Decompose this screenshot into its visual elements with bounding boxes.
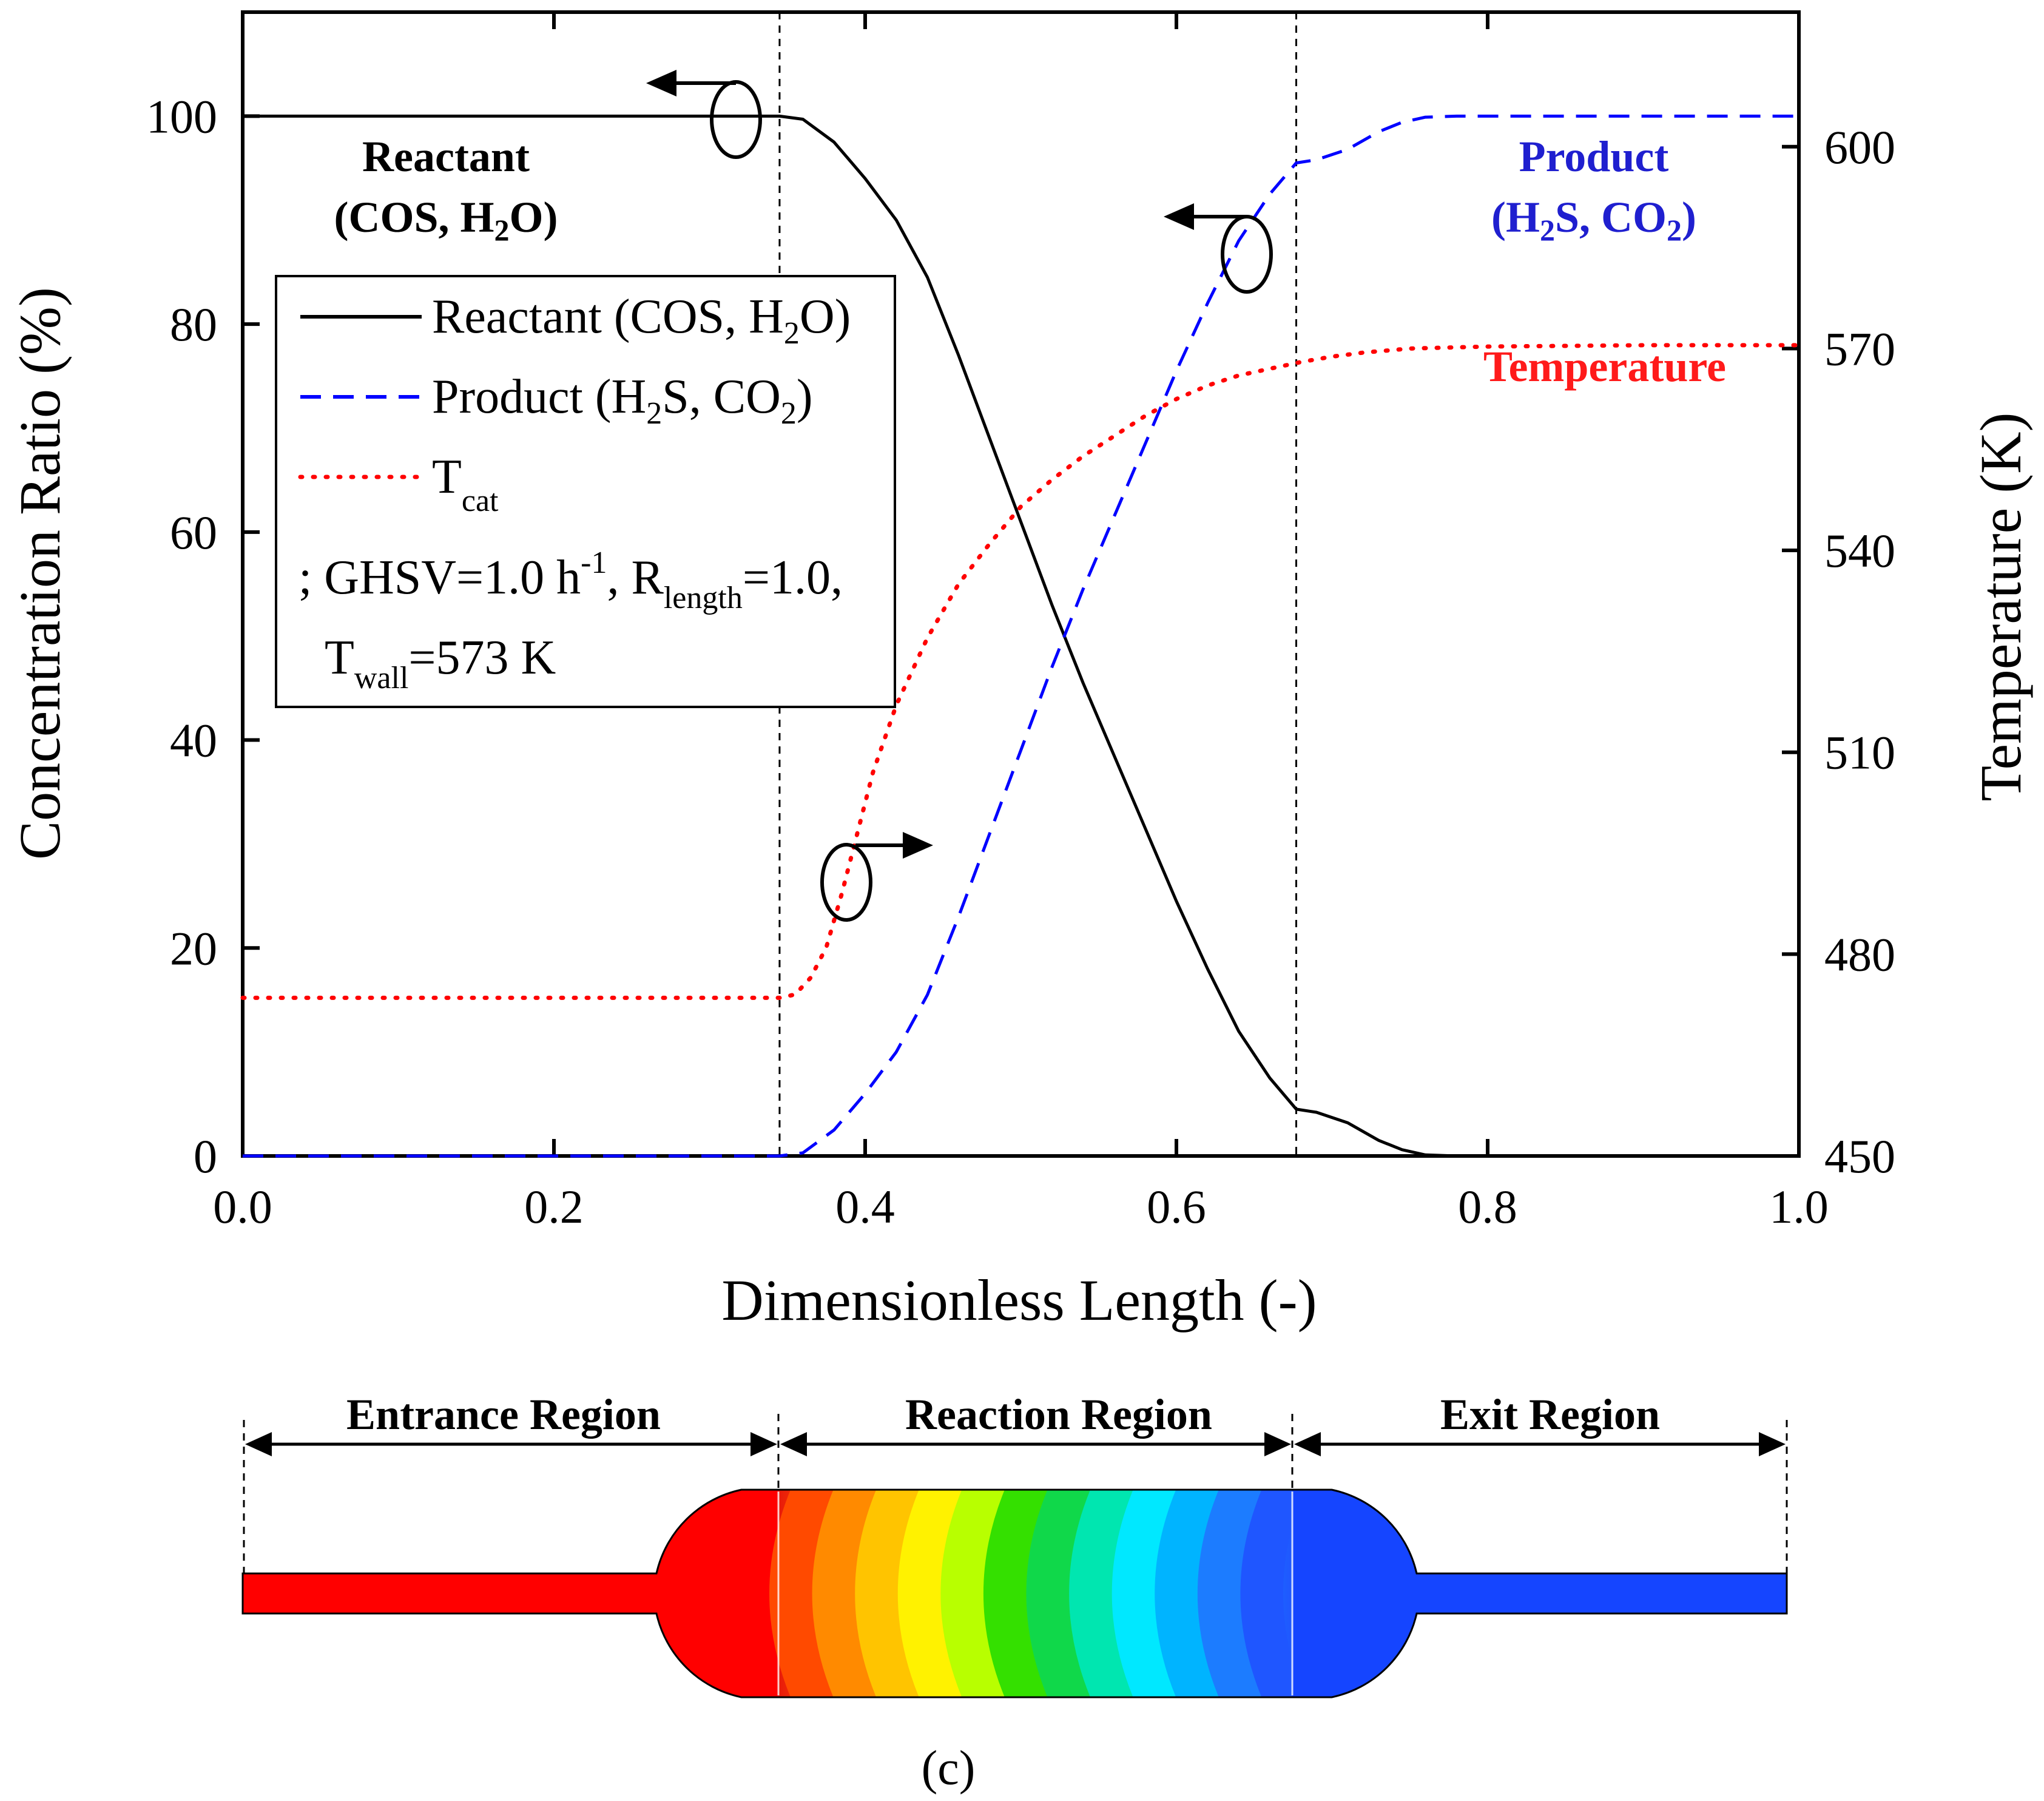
reactant-annotation-species: (COS, H2O)	[334, 193, 558, 247]
x-tick-label: 0.8	[1458, 1180, 1517, 1233]
y2-tick-label: 570	[1824, 322, 1895, 375]
arrowhead-right-icon	[750, 1432, 777, 1456]
y2-tick-label: 450	[1824, 1130, 1895, 1183]
x-tick-label: 0.2	[524, 1180, 584, 1233]
y-axis-label: Concentration Ratio (%)	[7, 287, 72, 860]
y-tick-label: 0	[194, 1130, 217, 1183]
plot-frame	[241, 10, 1801, 1158]
contour-band	[1155, 1490, 1219, 1697]
contour-band	[1197, 1490, 1262, 1697]
arrowhead-left-icon	[780, 1432, 807, 1456]
temperature-annotation: Temperature	[1483, 342, 1726, 391]
series-line-dashed	[243, 114, 1799, 1158]
product-annotation-species: (H2S, CO2)	[1491, 193, 1696, 247]
series-group	[240, 114, 1801, 1158]
contour-band	[897, 1490, 962, 1697]
x-tick-label: 1.0	[1769, 1180, 1829, 1233]
axis-ticks	[241, 12, 1801, 1158]
y-tick-label: 60	[170, 506, 217, 559]
region-arrowheads	[245, 1432, 1786, 1456]
product-annotation: Product (H2S, CO2)	[1491, 132, 1696, 247]
series-line-solid	[243, 114, 1799, 1158]
y-tick-label: 20	[170, 922, 217, 975]
chart: 0.0 0.2 0.4 0.6 0.8 1.0 0 20 40 60 80 100 450 480 510 5…	[7, 10, 2033, 1333]
y-tick-label: 40	[170, 714, 217, 767]
reactant-arrowhead-icon	[646, 70, 676, 96]
arrowhead-left-icon	[1294, 1432, 1321, 1456]
x-tick-label: 0.4	[835, 1180, 895, 1233]
temperature-arrowhead-icon	[903, 832, 933, 859]
entrance-region-label: Entrance Region	[346, 1390, 661, 1439]
arrowhead-right-icon	[1759, 1432, 1786, 1456]
contour-band	[1026, 1490, 1091, 1697]
contour-band	[855, 1490, 919, 1697]
legend-conditions-line1: ; GHSV=1.0 h-1, Rlength=1.0,	[299, 546, 843, 615]
x-axis-label: Dimensionless Length (-)	[721, 1268, 1317, 1333]
reaction-zone-contours	[769, 1490, 1304, 1697]
panel-label: (c)	[922, 1742, 976, 1795]
y2-axis-label: Temperature (K)	[1968, 413, 2033, 802]
y2-tick-label: 600	[1824, 121, 1895, 174]
reactant-annotation: Reactant (COS, H2O)	[334, 132, 558, 247]
y2-tick-label: 540	[1824, 524, 1895, 577]
exit-chamber	[1292, 1490, 1426, 1697]
entrance-chamber	[656, 1490, 778, 1697]
arrowhead-left-icon	[245, 1432, 272, 1456]
legend-label-reactant: Reactant (COS, H2O)	[432, 290, 851, 351]
contour-band	[1240, 1490, 1304, 1697]
contour-band	[940, 1490, 1005, 1697]
contour-band	[812, 1490, 877, 1697]
y2-tick-label: 510	[1824, 726, 1895, 779]
x-tick-label: 0.0	[213, 1180, 272, 1233]
axis-tick-labels: 0.0 0.2 0.4 0.6 0.8 1.0 0 20 40 60 80 100 450 480 510 5…	[146, 90, 1895, 1233]
y-tick-label: 100	[146, 90, 217, 143]
series-line-dotted	[240, 343, 1801, 1000]
temperature-axis-ellipse	[820, 843, 872, 922]
reactant-annotation-title: Reactant	[362, 132, 530, 181]
region-boundary-lines	[778, 12, 1298, 1156]
product-arrowhead-icon	[1164, 203, 1194, 230]
x-tick-label: 0.6	[1147, 1180, 1206, 1233]
reaction-region-label: Reaction Region	[905, 1390, 1212, 1439]
legend: Reactant (COS, H2O) Product (H2S, CO2) T…	[275, 275, 896, 708]
arrowhead-right-icon	[1264, 1432, 1291, 1456]
contour-band	[983, 1490, 1048, 1697]
reactant-axis-ellipse	[710, 80, 762, 159]
legend-conditions-line2: Twall=573 K	[325, 631, 556, 695]
contour-band	[1069, 1490, 1133, 1697]
legend-box	[275, 275, 896, 708]
product-axis-ellipse	[1221, 215, 1273, 294]
inlet-pipe	[243, 1573, 667, 1613]
exit-region-label: Exit Region	[1440, 1390, 1660, 1439]
reactor-body	[241, 1488, 1788, 1698]
contour-band	[769, 1490, 834, 1697]
product-annotation-title: Product	[1519, 132, 1669, 181]
region-labels: Entrance Region Reaction Region Exit Reg…	[346, 1390, 1660, 1439]
axis-indicators	[670, 80, 1273, 922]
y-tick-label: 80	[170, 298, 217, 351]
reactor-outline	[241, 1488, 1788, 1698]
legend-label-tcat: Tcat	[432, 450, 499, 518]
contour-band	[1111, 1490, 1176, 1697]
legend-label-product: Product (H2S, CO2)	[432, 370, 813, 431]
y2-tick-label: 480	[1824, 928, 1895, 981]
reactor-diagram: Entrance Region Reaction Region Exit Reg…	[241, 1390, 1788, 1698]
outlet-pipe	[1423, 1573, 1787, 1613]
axis-indicator-arrowheads	[646, 70, 1194, 859]
